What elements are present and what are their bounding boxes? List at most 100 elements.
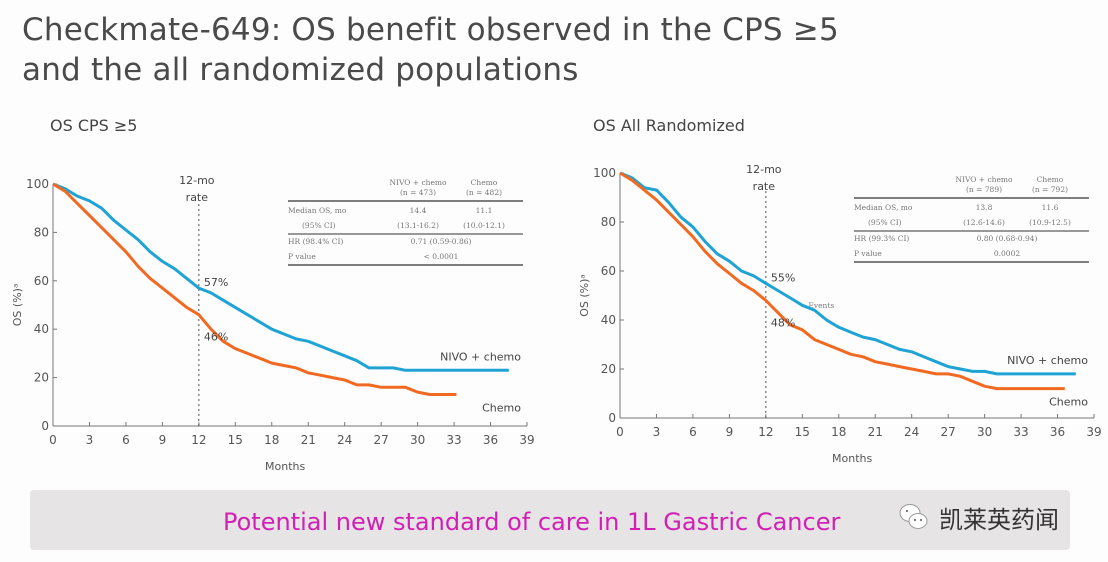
y-tick-label: 20 [601,362,616,376]
table-cell: 11.1 [476,206,493,215]
x-tick-label: 12 [758,425,773,439]
table-row-label: HR (99.3% CI) [854,234,909,243]
x-tick-label: 24 [904,425,919,439]
watermark: 凯莱英药闻 [897,497,1059,537]
y-tick-label: 100 [26,177,49,191]
y-tick-label: 80 [601,215,616,229]
x-tick-label: 3 [653,425,661,439]
events-label: Events [808,301,834,310]
series-label-nivo: NIVO + chemo [440,350,521,363]
annotation-label-line1: 12-mo [179,174,215,187]
y-tick-label: 40 [601,313,616,327]
x-tick-label: 6 [689,425,697,439]
table-cell: 13.8 [976,203,993,212]
x-tick-label: 3 [86,433,94,447]
x-tick-label: 9 [159,433,167,447]
x-tick-label: 27 [374,433,389,447]
table-col-n: (n = 792) [1032,185,1068,194]
x-tick-label: 33 [446,433,461,447]
table-row-label: (95% CI) [868,218,902,227]
km-curve-chemo [619,171,1065,391]
table-col-header: NIVO + chemo [389,178,447,187]
y-tick-label: 0 [608,411,616,425]
x-tick-label: 21 [301,433,316,447]
y-tick-label: 60 [34,274,49,288]
x-tick-label: 15 [795,425,810,439]
series-label-nivo: NIVO + chemo [1007,354,1088,367]
rate-label-chemo: 48% [771,316,795,329]
table-cell: 0.71 (0.59-0.86) [411,237,472,246]
table-cell: (12.6-14.6) [963,218,1005,227]
slide-title-line1: Checkmate-649: OS benefit observed in th… [22,12,839,48]
x-axis-label: Months [832,452,872,465]
table-cell: (10.0-12.1) [463,221,505,230]
x-tick-label: 36 [483,433,498,447]
x-tick-label: 30 [977,425,992,439]
rate-label-nivo: 57% [204,276,228,289]
x-tick-label: 39 [1086,425,1101,439]
x-tick-label: 9 [726,425,734,439]
conclusion-banner: Potential new standard of care in 1L Gas… [30,490,1070,550]
panel-title-cps5: OS CPS ≥5 [50,116,138,135]
y-axis-label: OS (%)ᵃ [578,274,591,316]
x-tick-label: 27 [941,425,956,439]
slide-title-line2: and the all randomized populations [22,52,579,88]
km-curve-nivo [52,182,509,372]
x-tick-label: 21 [868,425,883,439]
x-tick-label: 15 [228,433,243,447]
y-axis-label: OS (%)ᵃ [11,284,24,326]
y-tick-label: 100 [593,166,616,180]
km-curve-nivo [619,171,1076,376]
series-label-chemo: Chemo [1049,396,1088,409]
table-cell: 14.4 [410,206,427,215]
table-col-n: (n = 482) [466,188,502,197]
table-col-header: Chemo [471,178,498,187]
table-row-label: P value [854,249,882,258]
banner-text: Potential new standard of care in 1L Gas… [223,508,841,536]
annotation-label-line2: rate [186,191,209,204]
y-tick-label: 60 [601,264,616,278]
x-tick-label: 0 [616,425,624,439]
slide-title: Checkmate-649: OS benefit observed in th… [22,10,839,90]
table-col-n: (n = 789) [966,185,1002,194]
table-row-label: P value [288,252,316,261]
y-tick-label: 80 [34,225,49,239]
x-tick-label: 24 [337,433,352,447]
table-cell: < 0.0001 [424,252,459,261]
rate-label-chemo: 46% [204,331,228,344]
table-col-n: (n = 473) [400,188,436,197]
watermark-text: 凯莱英药闻 [939,505,1059,534]
y-tick-label: 0 [41,419,49,433]
y-tick-label: 20 [34,371,49,385]
km-chart-all-randomized: 0 3 6 9 12 15 18 21 24 27 30 33 36 39020406080100Mont… [578,163,1102,465]
x-tick-label: 30 [410,433,425,447]
x-tick-label: 36 [1050,425,1065,439]
table-col-header: NIVO + chemo [955,175,1013,184]
table-row-label: Median OS, mo [288,206,347,215]
table-cell: (13.1-16.2) [397,221,439,230]
wechat-icon [897,500,931,534]
table-row-label: (95% CI) [302,221,336,230]
x-tick-label: 0 [49,433,57,447]
table-col-header: Chemo [1037,175,1064,184]
table-cell: 11.6 [1042,203,1059,212]
x-tick-label: 18 [831,425,846,439]
series-label-chemo: Chemo [482,402,521,415]
x-tick-label: 12 [191,433,206,447]
km-curve-chemo [52,182,457,396]
annotation-label-line1: 12-mo [746,163,782,176]
table-row-label: HR (98.4% CI) [288,237,343,246]
rate-label-nivo: 55% [771,271,795,284]
y-tick-label: 40 [34,322,49,336]
km-chart-cps5: 0 3 6 9 12 15 18 21 24 27 30 33 36 39020406080100Mont… [11,174,535,473]
x-tick-label: 33 [1013,425,1028,439]
x-tick-label: 39 [519,433,534,447]
panel-title-all-randomized: OS All Randomized [593,116,745,135]
x-axis-label: Months [265,460,305,473]
annotation-label-line2: rate [753,180,776,193]
table-cell: (10.9-12.5) [1029,218,1071,227]
table-row-label: Median OS, mo [854,203,913,212]
x-tick-label: 6 [122,433,130,447]
x-tick-label: 18 [264,433,279,447]
table-cell: 0.80 (0.68-0.94) [977,234,1038,243]
